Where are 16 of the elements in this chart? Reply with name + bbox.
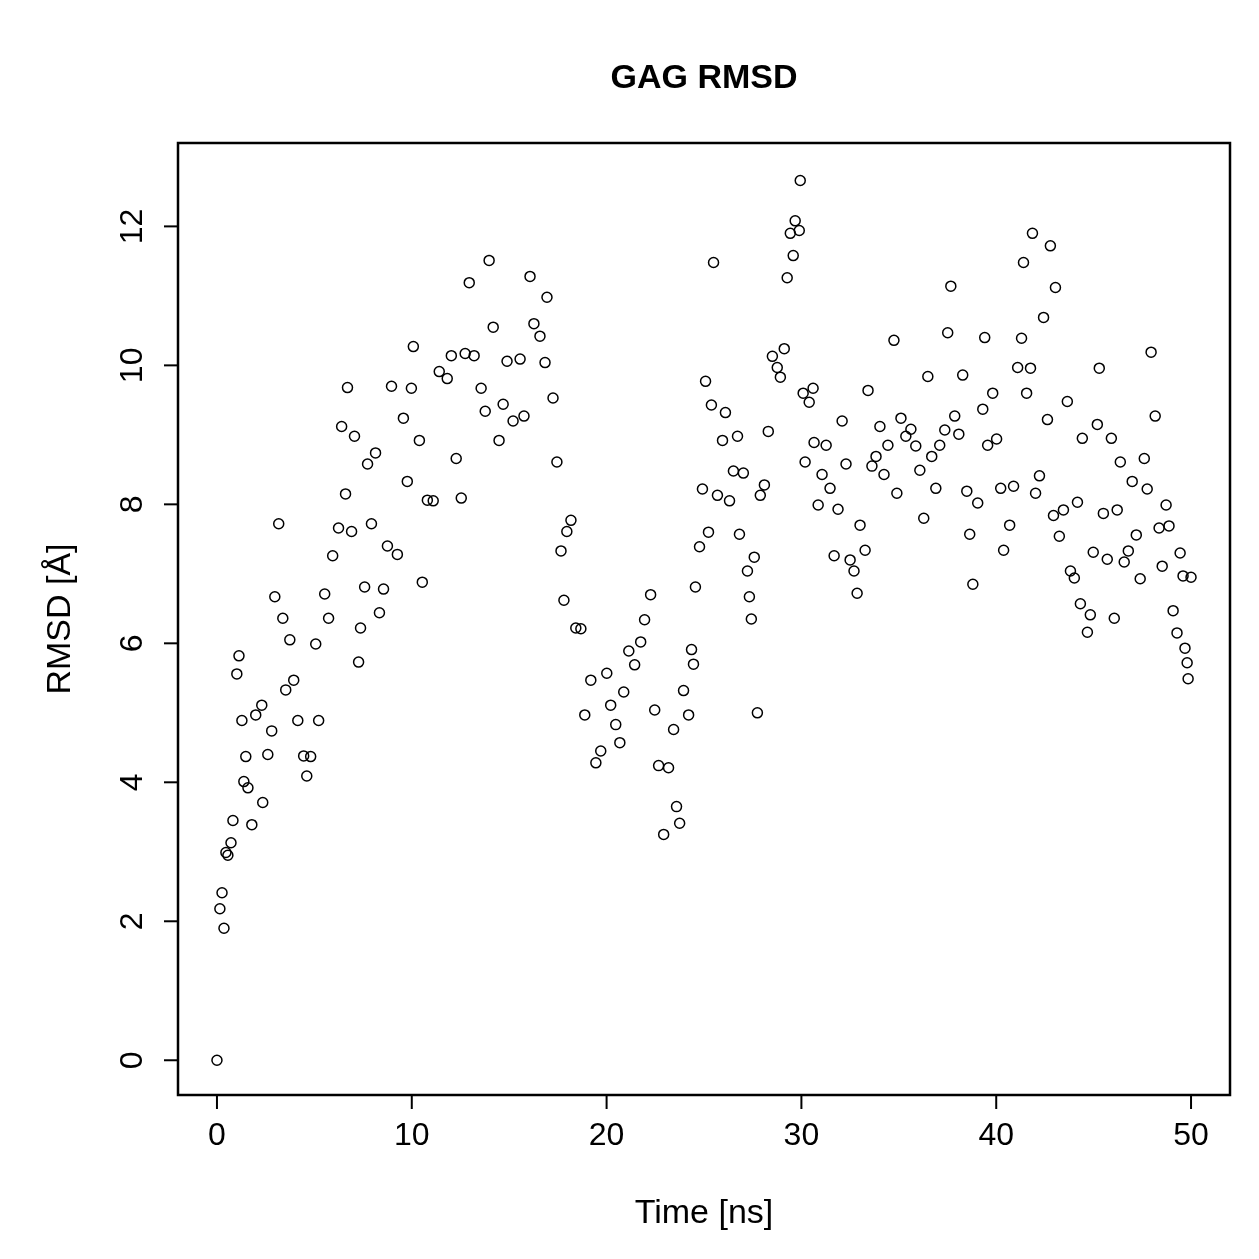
x-tick-label: 50 xyxy=(1173,1116,1209,1152)
y-tick-label: 8 xyxy=(113,495,149,514)
y-tick-label: 4 xyxy=(113,773,149,792)
x-tick-label: 10 xyxy=(393,1116,430,1152)
y-tick-label: 2 xyxy=(113,912,149,931)
y-tick-label: 0 xyxy=(113,1051,149,1070)
x-tick-label: 0 xyxy=(208,1116,226,1152)
x-axis-title: Time [ns] xyxy=(634,1192,774,1230)
x-tick-label: 30 xyxy=(783,1116,820,1152)
y-tick-label: 12 xyxy=(113,208,149,245)
y-axis-title: RMSD [Å] xyxy=(39,543,77,695)
x-tick-label: 40 xyxy=(978,1116,1015,1152)
x-tick-label: 20 xyxy=(588,1116,625,1152)
chart-title: GAG RMSD xyxy=(610,57,798,95)
y-tick-label: 6 xyxy=(113,634,149,653)
y-tick-label: 10 xyxy=(113,347,149,384)
